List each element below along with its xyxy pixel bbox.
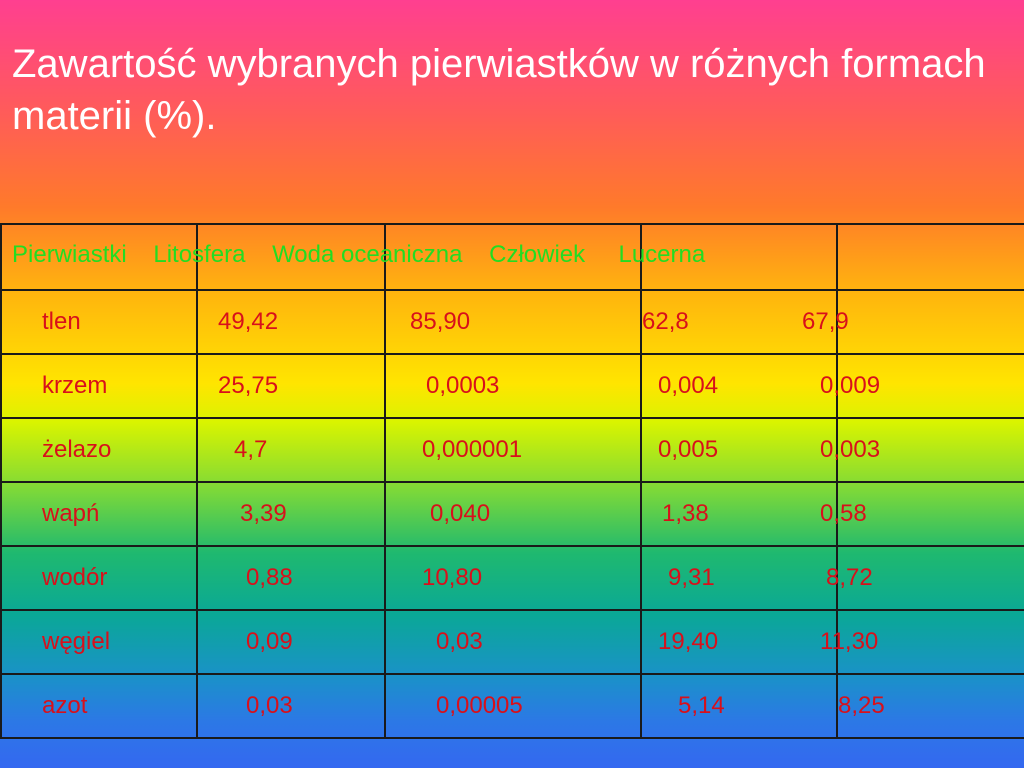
woda-value: 85,90 [410,308,471,335]
czlowiek-value: 62,8 [642,308,689,335]
woda-value: 0,000001 [422,436,523,463]
litosfera-value: 3,39 [240,500,287,527]
litosfera-value: 0,88 [246,564,293,591]
header-cell [0,223,198,291]
elements-table: Pierwiastki Litosfera Woda oceaniczna Cz… [0,223,1024,739]
table-row: azot 0,03 0,00005 5,14 8,25 [0,673,1024,739]
litosfera-value: 0,09 [246,628,293,655]
lucerna-value: 0,58 [820,500,867,527]
lucerna-value: 0,009 [820,372,881,399]
woda-value: 0,0003 [426,372,500,399]
header-cell [836,223,1024,291]
table-header-line: Pierwiastki Litosfera Woda oceaniczna Cz… [12,241,706,268]
woda-value: 10,80 [422,564,483,591]
czlowiek-value: 0,005 [658,436,719,463]
litosfera-value: 25,75 [218,372,279,399]
table-row: wodór 0,88 10,80 9,31 8,72 [0,545,1024,611]
element-name: żelazo [0,417,198,483]
lucerna-value: 0,003 [820,436,881,463]
czlowiek-value: 5,14 [678,692,725,719]
header-cell [384,223,642,291]
element-name: wodór [0,545,198,611]
czlowiek-value: 1,38 [662,500,709,527]
table-row: żelazo 4,7 0,000001 0,005 0,003 [0,417,1024,483]
element-name: krzem [0,353,198,419]
litosfera-value: 49,42 [218,308,279,335]
lucerna-value: 8,25 [838,692,885,719]
woda-value: 0,03 [436,628,483,655]
czlowiek-value: 9,31 [668,564,715,591]
litosfera-value: 0,03 [246,692,293,719]
element-name: azot [0,673,198,739]
czlowiek-value: 19,40 [658,628,719,655]
woda-value: 0,00005 [436,692,523,719]
element-name: tlen [0,289,198,355]
header-cell [640,223,838,291]
lucerna-value: 67,9 [802,308,849,335]
czlowiek-value: 0,004 [658,372,719,399]
slide-title: Zawartość wybranych pierwiastków w różny… [12,42,986,138]
element-name: węgiel [0,609,198,675]
header-cell [196,223,386,291]
lucerna-value: 11,30 [820,628,879,655]
table-row: wapń 3,39 0,040 1,38 0,58 [0,481,1024,547]
element-name: wapń [0,481,198,547]
table-row: tlen 49,42 85,90 62,8 67,9 [0,289,1024,355]
woda-value: 0,040 [430,500,491,527]
table-row: krzem 25,75 0,0003 0,004 0,009 [0,353,1024,419]
table-row: węgiel 0,09 0,03 19,40 11,30 [0,609,1024,675]
table-header-row [0,223,1024,291]
litosfera-value: 4,7 [234,436,268,463]
lucerna-value: 8,72 [826,564,873,591]
